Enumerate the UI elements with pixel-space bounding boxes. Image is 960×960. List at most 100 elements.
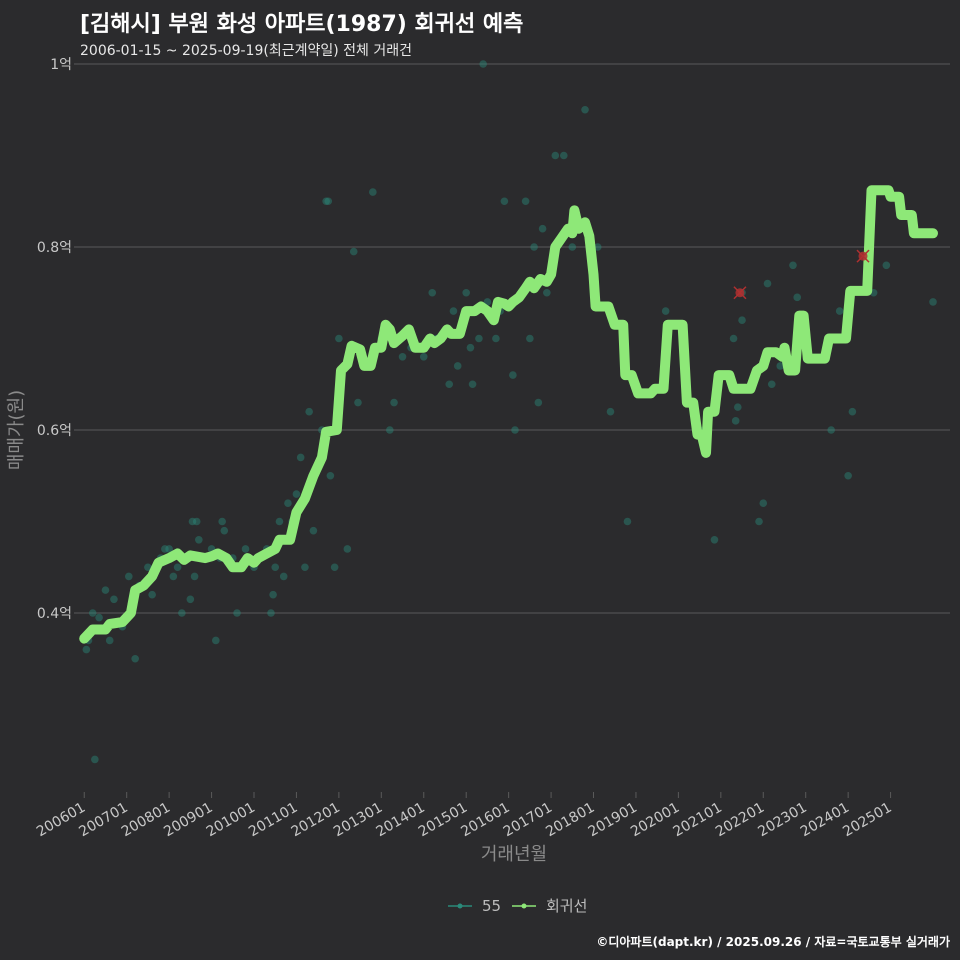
data-point <box>534 398 543 407</box>
data-point <box>530 243 538 251</box>
data-point <box>330 563 339 572</box>
data-point <box>305 407 313 416</box>
data-point <box>929 298 937 306</box>
data-point <box>844 471 852 480</box>
data-point <box>449 307 458 315</box>
data-point <box>165 545 173 553</box>
data-point <box>606 407 615 416</box>
data-point <box>521 197 530 206</box>
data-point <box>335 334 343 343</box>
data-point <box>296 453 305 462</box>
data-point <box>241 545 250 553</box>
data-point <box>125 572 133 581</box>
data-point <box>386 426 394 434</box>
data-point <box>190 572 199 581</box>
data-point <box>271 563 280 572</box>
data-point <box>275 517 284 526</box>
data-point <box>398 353 407 361</box>
data-point <box>309 526 318 535</box>
data-point <box>343 545 352 553</box>
data-point <box>173 563 182 572</box>
footer-credit: ©디아파트(dapt.kr) / 2025.09.26 / 자료=국토교통부 실… <box>596 935 950 949</box>
data-point <box>734 403 742 411</box>
data-point <box>161 545 169 553</box>
highlighted-points <box>733 249 870 300</box>
data-point <box>581 105 589 114</box>
data-point <box>462 288 470 297</box>
y-tick-label: 1억 <box>50 57 72 73</box>
x-axis-title: 거래년월 <box>481 844 547 865</box>
data-point <box>82 645 91 654</box>
data-point <box>882 261 891 270</box>
data-point <box>428 288 437 297</box>
data-point <box>848 407 857 416</box>
data-point <box>729 334 738 343</box>
data-point <box>178 609 186 617</box>
data-point <box>500 197 509 206</box>
data-point <box>475 334 483 343</box>
data-point <box>466 343 475 352</box>
data-point <box>835 307 844 315</box>
legend: 55 회귀선 <box>448 897 587 915</box>
data-point <box>767 380 776 389</box>
data-point <box>148 590 156 599</box>
data-point <box>195 536 203 544</box>
data-point <box>88 609 97 617</box>
data-point <box>526 334 534 343</box>
data-point <box>91 755 99 764</box>
data-point <box>755 517 763 526</box>
scatter-points <box>82 60 937 764</box>
data-point <box>776 362 785 370</box>
data-point <box>169 572 178 581</box>
chart-subtitle: 2006-01-15 ~ 2025-09-19(최근계약일) 전체 거래건 <box>80 43 412 59</box>
y-tick-label: 0.6억 <box>37 423 72 439</box>
data-point <box>279 572 288 581</box>
x-axis-ticks: 2006012007012008012009012010012011012012… <box>34 792 895 840</box>
y-tick-label: 0.4억 <box>37 606 72 622</box>
data-point <box>492 334 500 343</box>
highlight-cross <box>733 286 747 300</box>
data-point <box>284 499 292 508</box>
x-tick-label: 202501 <box>840 800 894 841</box>
data-point <box>322 197 330 206</box>
data-point <box>220 526 229 535</box>
data-point <box>212 636 220 645</box>
regression-line <box>79 185 938 644</box>
data-point <box>369 188 377 196</box>
data-point <box>445 380 454 389</box>
data-point <box>568 243 577 251</box>
data-point <box>538 224 547 233</box>
data-point <box>763 279 772 288</box>
data-point <box>551 151 560 160</box>
grid-lines <box>80 63 950 614</box>
data-point <box>292 490 301 498</box>
data-point <box>738 316 746 325</box>
data-point <box>390 398 398 407</box>
data-point <box>218 517 226 526</box>
data-point <box>110 595 118 604</box>
data-point <box>354 398 362 407</box>
data-point <box>560 151 568 160</box>
data-point <box>759 499 768 508</box>
data-point <box>479 60 487 68</box>
data-point <box>267 609 275 617</box>
data-point <box>789 261 797 270</box>
data-point <box>593 243 602 251</box>
data-point <box>468 380 477 389</box>
data-point <box>623 517 632 526</box>
legend-label: 55 <box>482 897 501 915</box>
data-point <box>326 471 335 480</box>
y-axis-ticks: 0.4억 0.6억 0.8억 1억 <box>37 57 80 622</box>
data-point <box>186 595 195 604</box>
data-point <box>188 517 197 526</box>
data-point <box>543 288 551 297</box>
y-tick-label: 0.8억 <box>37 240 72 256</box>
data-point <box>269 590 277 599</box>
data-point <box>144 563 152 572</box>
data-point <box>419 353 428 361</box>
data-point <box>324 197 333 206</box>
y-axis-title: 매매가(원) <box>6 390 27 470</box>
data-point <box>192 517 201 526</box>
data-point <box>131 654 139 663</box>
